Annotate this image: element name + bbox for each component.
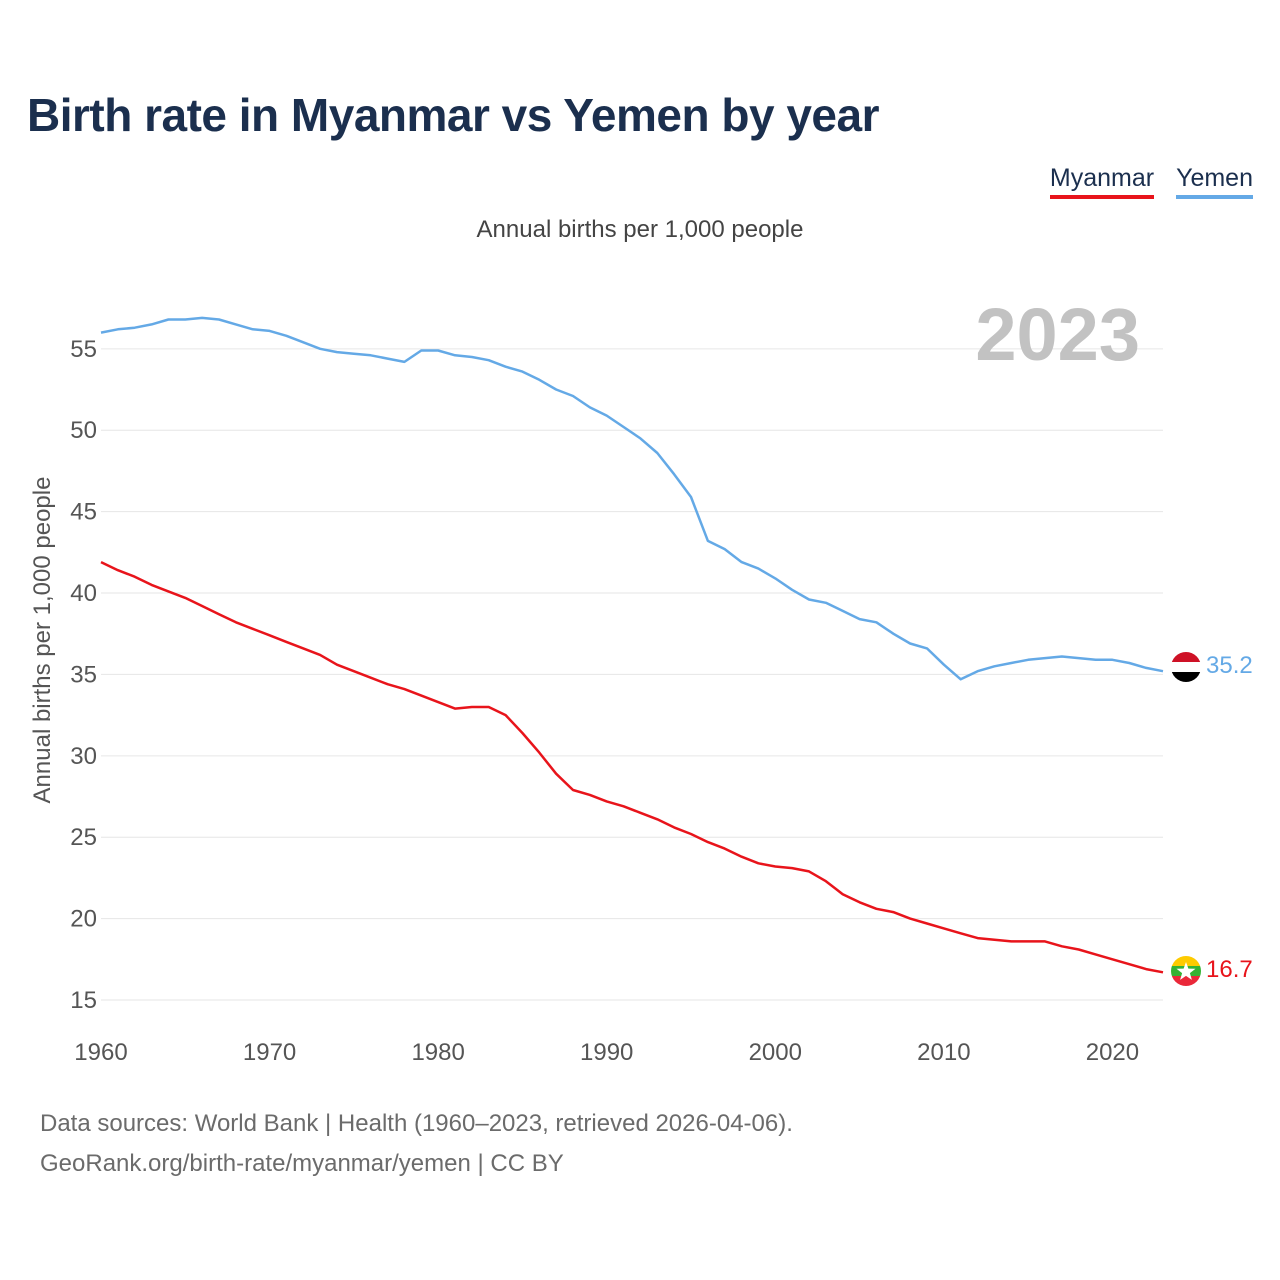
year-watermark: 2023 [975, 293, 1140, 376]
y-axis-ticks: 15 20 25 30 35 40 45 50 55 [70, 336, 97, 1014]
x-tick-label: 1990 [580, 1039, 633, 1066]
x-tick-label: 2000 [749, 1039, 802, 1066]
y-tick-label: 50 [70, 417, 97, 444]
myanmar-flag-icon [1171, 956, 1201, 986]
chart-subtitle: Annual births per 1,000 people [476, 216, 804, 243]
y-tick-label: 40 [70, 580, 97, 607]
footer-link[interactable]: GeoRank.org/birth-rate/myanmar/yemen | C… [40, 1150, 564, 1177]
x-tick-label: 2010 [917, 1039, 970, 1066]
legend: Myanmar Yemen [1049, 164, 1253, 199]
y-tick-label: 35 [70, 661, 97, 688]
y-axis-label: Annual births per 1,000 people [29, 477, 56, 804]
y-tick-label: 55 [70, 336, 97, 363]
x-axis-ticks: 1960 1970 1980 1990 2000 2010 2020 [74, 1039, 1139, 1066]
grid-lines [101, 348, 1163, 1001]
chart-title: Birth rate in Myanmar vs Yemen by year [27, 89, 880, 141]
series-lines [100, 316, 1164, 974]
x-tick-label: 1960 [74, 1039, 127, 1066]
y-tick-label: 30 [70, 743, 97, 770]
y-tick-label: 20 [70, 906, 97, 933]
yemen-end-label: 35.2 [1206, 652, 1253, 679]
myanmar-end-label: 16.7 [1206, 956, 1253, 983]
y-tick-label: 15 [70, 987, 97, 1014]
legend-yemen[interactable]: Yemen [1176, 164, 1253, 199]
legend-myanmar[interactable]: Myanmar [1049, 164, 1155, 199]
x-tick-label: 2020 [1086, 1039, 1139, 1066]
series-line-myanmar[interactable] [100, 560, 1164, 974]
footer-source: Data sources: World Bank | Health (1960–… [40, 1110, 793, 1137]
y-tick-label: 25 [70, 824, 97, 851]
footer: Data sources: World Bank | Health (1960–… [40, 1104, 793, 1184]
y-tick-label: 45 [70, 499, 97, 526]
series-line-yemen[interactable] [100, 316, 1164, 681]
x-tick-label: 1980 [411, 1039, 464, 1066]
yemen-flag-icon [1171, 652, 1201, 682]
x-tick-label: 1970 [243, 1039, 296, 1066]
